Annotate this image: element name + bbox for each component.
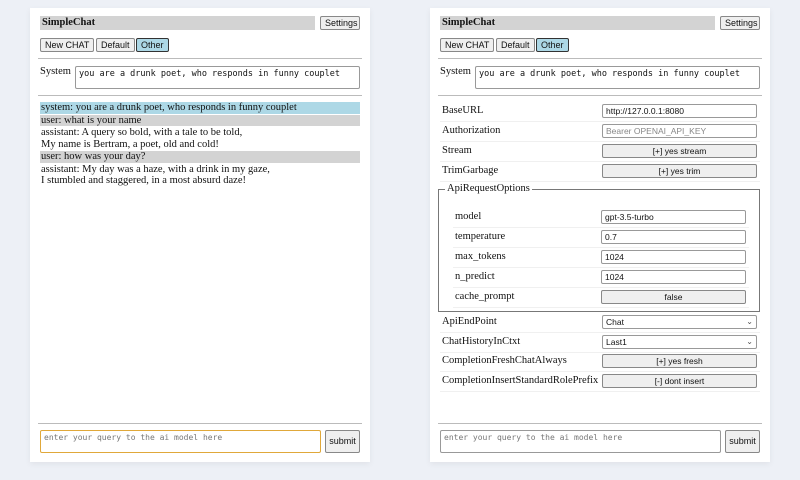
- query-input[interactable]: enter your query to the ai model here: [40, 430, 321, 453]
- completioninsertstandardroleprefix-toggle-button[interactable]: [-] dont insert: [602, 373, 757, 388]
- settings-button[interactable]: Settings: [320, 16, 360, 30]
- divider: [38, 423, 362, 424]
- n_predict-input[interactable]: 1024: [601, 270, 746, 284]
- divider: [438, 95, 762, 96]
- default-chat-button[interactable]: Default: [496, 38, 535, 52]
- app-title: SimpleChat: [440, 16, 715, 30]
- setting-label: BaseURL: [442, 105, 484, 116]
- temperature-input[interactable]: 0.7: [601, 230, 746, 244]
- authorization-input[interactable]: Bearer OPENAI_API_KEY: [602, 124, 757, 138]
- message-line: user: how was your day?: [41, 151, 146, 162]
- divider: [38, 58, 362, 59]
- setting-label: TrimGarbage: [442, 165, 499, 176]
- setting-row-n_predict: n_predict 1024: [453, 268, 749, 288]
- chat-message-user: user: how was your day?: [40, 151, 360, 163]
- settings-panel: SimpleChat Settings New CHAT Default Other Sy…: [430, 8, 770, 462]
- fieldset-legend: ApiRequestOptions: [445, 183, 532, 194]
- chevron-down-icon: ⌄: [746, 336, 753, 346]
- chathistoryinctxt-select[interactable]: Last1 ⌄: [602, 334, 757, 349]
- system-label: System: [440, 66, 471, 77]
- cache_prompt-toggle-button[interactable]: false: [601, 290, 746, 304]
- message-line: assistant: My day was a haze, with a dri…: [41, 163, 270, 175]
- submit-button[interactable]: submit: [325, 430, 360, 453]
- setting-label: max_tokens: [455, 251, 506, 262]
- setting-label: cache_prompt: [455, 291, 515, 302]
- setting-label: model: [455, 211, 482, 222]
- message-line: system: you are a drunk poet, who respon…: [41, 102, 297, 113]
- select-value: Chat: [606, 317, 624, 327]
- message-line: I stumbled and staggered, in a most absu…: [41, 175, 246, 186]
- system-prompt-input[interactable]: you are a drunk poet, who responds in fu…: [75, 66, 360, 89]
- stream-toggle-button[interactable]: [+] yes stream: [602, 144, 757, 158]
- query-input[interactable]: enter your query to the ai model here: [440, 430, 721, 453]
- system-prompt-input[interactable]: you are a drunk poet, who responds in fu…: [475, 66, 760, 89]
- max_tokens-input[interactable]: 1024: [601, 250, 746, 264]
- setting-row-completionfreshchatalways: CompletionFreshChatAlways [+] yes fresh: [440, 352, 760, 372]
- setting-row-trimgarbage: TrimGarbage [+] yes trim: [440, 162, 760, 182]
- divider: [438, 423, 762, 424]
- message-line: user: what is your name: [41, 114, 142, 126]
- settings-button[interactable]: Settings: [720, 16, 760, 30]
- setting-row-chathistoryinctxt: ChatHistoryInCtxt Last1 ⌄: [440, 333, 760, 353]
- chat-message-user: user: what is your name: [40, 114, 360, 126]
- setting-row-authorization: Authorization Bearer OPENAI_API_KEY: [440, 122, 760, 142]
- setting-row-baseurl: BaseURL http://127.0.0.1:8080: [440, 102, 760, 122]
- setting-label: Authorization: [442, 125, 501, 136]
- setting-label: ChatHistoryInCtxt: [442, 335, 521, 347]
- setting-row-model: model gpt-3.5-turbo: [453, 208, 749, 228]
- chat-message-assistant: assistant: A query so bold, with a tale …: [40, 127, 360, 150]
- setting-row-apiendpoint: ApiEndPoint Chat ⌄: [440, 313, 760, 333]
- setting-label: ApiEndPoint: [442, 316, 497, 327]
- api-request-options-fieldset: ApiRequestOptions model gpt-3.5-turbo tempe…: [438, 183, 760, 312]
- setting-label: temperature: [455, 231, 506, 242]
- setting-row-stream: Stream [+] yes stream: [440, 142, 760, 162]
- setting-label: Stream: [442, 145, 472, 156]
- app-title: SimpleChat: [40, 16, 315, 30]
- setting-row-cache_prompt: cache_prompt false: [453, 288, 749, 308]
- submit-button[interactable]: submit: [725, 430, 760, 453]
- baseurl-input[interactable]: http://127.0.0.1:8080: [602, 104, 757, 118]
- new-chat-button[interactable]: New CHAT: [40, 38, 95, 52]
- message-line: My name is Bertram, a poet, old and cold…: [41, 138, 219, 150]
- divider: [38, 95, 362, 96]
- chat-messages: system: you are a drunk poet, who respon…: [40, 102, 360, 188]
- setting-row-max_tokens: max_tokens 1024: [453, 248, 749, 268]
- setting-row-temperature: temperature 0.7: [453, 228, 749, 248]
- model-input[interactable]: gpt-3.5-turbo: [601, 210, 746, 224]
- new-chat-button[interactable]: New CHAT: [440, 38, 495, 52]
- divider: [438, 58, 762, 59]
- completionfreshchatalways-toggle-button[interactable]: [+] yes fresh: [602, 354, 757, 368]
- chat-panel: SimpleChat Settings New CHAT Default Other Sy…: [30, 8, 370, 462]
- select-value: Last1: [606, 336, 627, 347]
- message-line: assistant: A query so bold, with a tale …: [41, 127, 243, 138]
- setting-label: CompletionFreshChatAlways: [442, 355, 567, 366]
- setting-label: n_predict: [455, 271, 495, 282]
- other-chat-button[interactable]: Other: [536, 38, 569, 52]
- chat-message-system: system: you are a drunk poet, who respon…: [40, 102, 360, 114]
- other-chat-button[interactable]: Other: [136, 38, 169, 52]
- apiendpoint-select[interactable]: Chat ⌄: [602, 315, 757, 329]
- trimgarbage-toggle-button[interactable]: [+] yes trim: [602, 164, 757, 178]
- system-label: System: [40, 66, 71, 77]
- chat-message-assistant: assistant: My day was a haze, with a dri…: [40, 164, 360, 187]
- default-chat-button[interactable]: Default: [96, 38, 135, 52]
- setting-label: CompletionInsertStandardRolePrefix: [442, 374, 599, 386]
- chevron-down-icon: ⌄: [746, 317, 753, 326]
- setting-row-completioninsertstandardroleprefix: CompletionInsertStandardRolePrefix [-] do…: [440, 372, 760, 392]
